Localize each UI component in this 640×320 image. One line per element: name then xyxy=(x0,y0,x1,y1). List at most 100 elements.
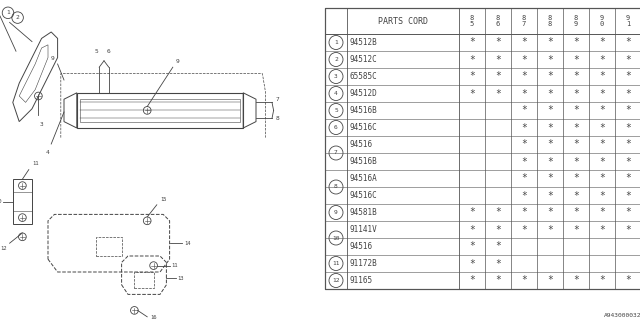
Text: *: * xyxy=(547,207,553,218)
Text: 65585C: 65585C xyxy=(350,72,378,81)
Text: *: * xyxy=(599,140,605,149)
Text: *: * xyxy=(599,190,605,201)
Text: *: * xyxy=(625,190,631,201)
Text: *: * xyxy=(547,89,553,99)
Text: *: * xyxy=(573,207,579,218)
Text: *: * xyxy=(521,140,527,149)
Text: *: * xyxy=(521,89,527,99)
Text: *: * xyxy=(521,71,527,82)
Text: *: * xyxy=(469,242,475,252)
Text: 94516: 94516 xyxy=(350,140,373,149)
Text: *: * xyxy=(495,276,501,285)
Text: *: * xyxy=(573,225,579,235)
Text: *: * xyxy=(573,156,579,166)
Text: 14: 14 xyxy=(184,241,191,246)
Text: *: * xyxy=(521,123,527,132)
Text: 1: 1 xyxy=(334,40,338,45)
Text: *: * xyxy=(521,173,527,183)
Text: *: * xyxy=(599,54,605,65)
Text: 13: 13 xyxy=(177,276,184,281)
Text: 11: 11 xyxy=(172,263,178,268)
Text: 7: 7 xyxy=(275,97,279,102)
Text: 8: 8 xyxy=(275,116,279,121)
Text: 1: 1 xyxy=(6,10,10,15)
Text: *: * xyxy=(625,207,631,218)
Text: *: * xyxy=(547,106,553,116)
Text: 94512C: 94512C xyxy=(350,55,378,64)
Text: 9
0: 9 0 xyxy=(600,14,604,28)
Text: 3: 3 xyxy=(40,122,44,127)
Text: *: * xyxy=(495,37,501,47)
Text: *: * xyxy=(495,71,501,82)
Text: *: * xyxy=(625,123,631,132)
Text: *: * xyxy=(547,276,553,285)
Text: *: * xyxy=(547,123,553,132)
Bar xyxy=(77,93,243,128)
Text: *: * xyxy=(625,140,631,149)
Text: *: * xyxy=(521,37,527,47)
Text: 94516A: 94516A xyxy=(350,174,378,183)
Bar xyxy=(325,8,640,289)
Text: *: * xyxy=(495,207,501,218)
Text: 8
5: 8 5 xyxy=(470,14,474,28)
Text: *: * xyxy=(625,89,631,99)
Text: 8
8: 8 8 xyxy=(548,14,552,28)
Bar xyxy=(96,237,122,256)
Text: 91141V: 91141V xyxy=(350,225,378,234)
Text: *: * xyxy=(599,89,605,99)
Text: *: * xyxy=(599,207,605,218)
Text: 2: 2 xyxy=(334,57,338,62)
Text: *: * xyxy=(625,106,631,116)
Text: *: * xyxy=(469,207,475,218)
Text: *: * xyxy=(573,89,579,99)
Text: 12: 12 xyxy=(0,246,6,252)
Text: *: * xyxy=(521,207,527,218)
Text: *: * xyxy=(625,54,631,65)
Text: *: * xyxy=(573,190,579,201)
Text: *: * xyxy=(547,225,553,235)
Text: 11: 11 xyxy=(32,161,38,166)
Text: *: * xyxy=(469,71,475,82)
Text: *: * xyxy=(625,156,631,166)
Text: *: * xyxy=(599,173,605,183)
Text: 94516C: 94516C xyxy=(350,191,378,200)
Text: 8: 8 xyxy=(334,185,338,189)
Text: *: * xyxy=(573,173,579,183)
Bar xyxy=(134,272,154,288)
Text: 94512B: 94512B xyxy=(350,38,378,47)
Text: *: * xyxy=(625,173,631,183)
Text: *: * xyxy=(469,37,475,47)
Text: 91172B: 91172B xyxy=(350,259,378,268)
Text: 5: 5 xyxy=(94,49,98,54)
Text: 94581B: 94581B xyxy=(350,208,378,217)
Text: *: * xyxy=(599,106,605,116)
Text: *: * xyxy=(495,259,501,268)
Text: 94516: 94516 xyxy=(350,242,373,251)
Text: 3: 3 xyxy=(334,74,338,79)
Text: *: * xyxy=(599,156,605,166)
Text: 4: 4 xyxy=(334,91,338,96)
Text: *: * xyxy=(599,276,605,285)
Text: 9: 9 xyxy=(176,59,180,64)
Text: *: * xyxy=(573,54,579,65)
Text: 5: 5 xyxy=(334,108,338,113)
Text: *: * xyxy=(547,140,553,149)
Text: *: * xyxy=(573,71,579,82)
Text: 8
6: 8 6 xyxy=(496,14,500,28)
Text: 10: 10 xyxy=(332,236,340,241)
Text: 12: 12 xyxy=(332,278,340,283)
Text: *: * xyxy=(547,37,553,47)
Text: 16: 16 xyxy=(150,315,157,320)
Text: 94516C: 94516C xyxy=(350,123,378,132)
Text: *: * xyxy=(521,190,527,201)
Text: *: * xyxy=(599,71,605,82)
Text: *: * xyxy=(599,37,605,47)
Text: *: * xyxy=(469,225,475,235)
Text: 8
9: 8 9 xyxy=(574,14,578,28)
Text: *: * xyxy=(521,156,527,166)
Text: *: * xyxy=(547,156,553,166)
Text: *: * xyxy=(547,190,553,201)
Text: *: * xyxy=(469,89,475,99)
Text: 9: 9 xyxy=(51,56,54,61)
Text: *: * xyxy=(599,123,605,132)
